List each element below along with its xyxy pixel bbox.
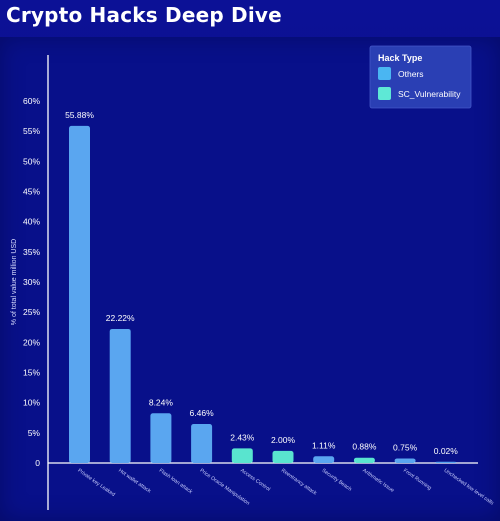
category-label: Unchecked low level calls xyxy=(443,468,495,507)
category-label: Reentrancy attack xyxy=(280,468,318,497)
category-label: Front Running xyxy=(402,468,432,492)
legend-title: Hack Type xyxy=(378,53,422,63)
y-tick-label: 60% xyxy=(23,96,40,106)
legend-label-sc-vulnerability[interactable]: SC_Vulnerability xyxy=(398,89,461,99)
legend[interactable]: Hack Type Others SC_Vulnerability xyxy=(369,45,472,109)
y-axis-label: % of total value million USD xyxy=(11,239,18,325)
y-tick-label: 40% xyxy=(23,217,40,227)
legend-swatch-others xyxy=(378,67,391,80)
y-tick-label: 55% xyxy=(23,126,40,136)
bar-value-label: 0.02% xyxy=(434,446,459,456)
bar-value-label: 8.24% xyxy=(149,397,174,407)
bar[interactable] xyxy=(353,457,375,463)
category-labels: Private key Leaked Hot wallet attack Flash… xyxy=(76,468,494,507)
bar[interactable] xyxy=(109,328,131,463)
y-tick-label: 20% xyxy=(23,337,40,347)
y-tick-label: 45% xyxy=(23,187,40,197)
bar-series xyxy=(69,125,457,463)
bar[interactable] xyxy=(191,424,213,463)
y-tick-label: 30% xyxy=(23,277,40,287)
y-tick-label: 35% xyxy=(23,247,40,257)
chart-title: Crypto Hacks Deep Dive xyxy=(6,3,282,27)
category-label: Private key Leaked xyxy=(76,468,116,498)
y-tick-label: 10% xyxy=(23,398,40,408)
bar-value-label: 0.88% xyxy=(352,442,377,452)
y-tick-label: 15% xyxy=(23,368,40,378)
bar-value-label: 55.88% xyxy=(65,110,94,120)
legend-label-others[interactable]: Others xyxy=(398,69,424,79)
category-label: Security Beach xyxy=(321,468,353,493)
bar[interactable] xyxy=(69,125,90,463)
bar[interactable] xyxy=(231,448,253,463)
bar[interactable] xyxy=(150,413,172,463)
y-tick-label: 50% xyxy=(23,156,40,166)
bar-value-label: 1.11% xyxy=(312,440,336,450)
category-label: Hot wallet attack xyxy=(117,468,152,495)
bar[interactable] xyxy=(435,461,457,463)
bar-value-label: 22.22% xyxy=(106,313,135,323)
y-tick-label: 5% xyxy=(28,428,41,438)
y-tick-label: 0 xyxy=(35,458,40,468)
bar[interactable] xyxy=(394,458,416,463)
category-label: Flash loan attack xyxy=(158,468,194,496)
legend-swatch-sc-vulnerability xyxy=(378,87,391,100)
category-label: Arithmetic Issue xyxy=(361,468,395,494)
value-labels: 55.88% 22.22% 8.24% 6.46% 2.43% 2.00% 1.11% 0.8… xyxy=(65,110,458,456)
bar-value-label: 0.75% xyxy=(393,442,418,452)
bar-value-label: 6.46% xyxy=(190,408,215,418)
category-label: Access Control xyxy=(239,468,271,493)
legend-box xyxy=(369,45,472,109)
bar-value-label: 2.00% xyxy=(271,435,296,445)
y-tick-labels: 0 5% 10% 15% 20% 25% 30% 35% 40% 45% 50% 55% 60% xyxy=(23,96,40,468)
bar[interactable] xyxy=(272,450,294,463)
y-tick-label: 25% xyxy=(23,307,40,317)
bar[interactable] xyxy=(313,456,335,463)
bar-value-label: 2.43% xyxy=(230,432,255,442)
